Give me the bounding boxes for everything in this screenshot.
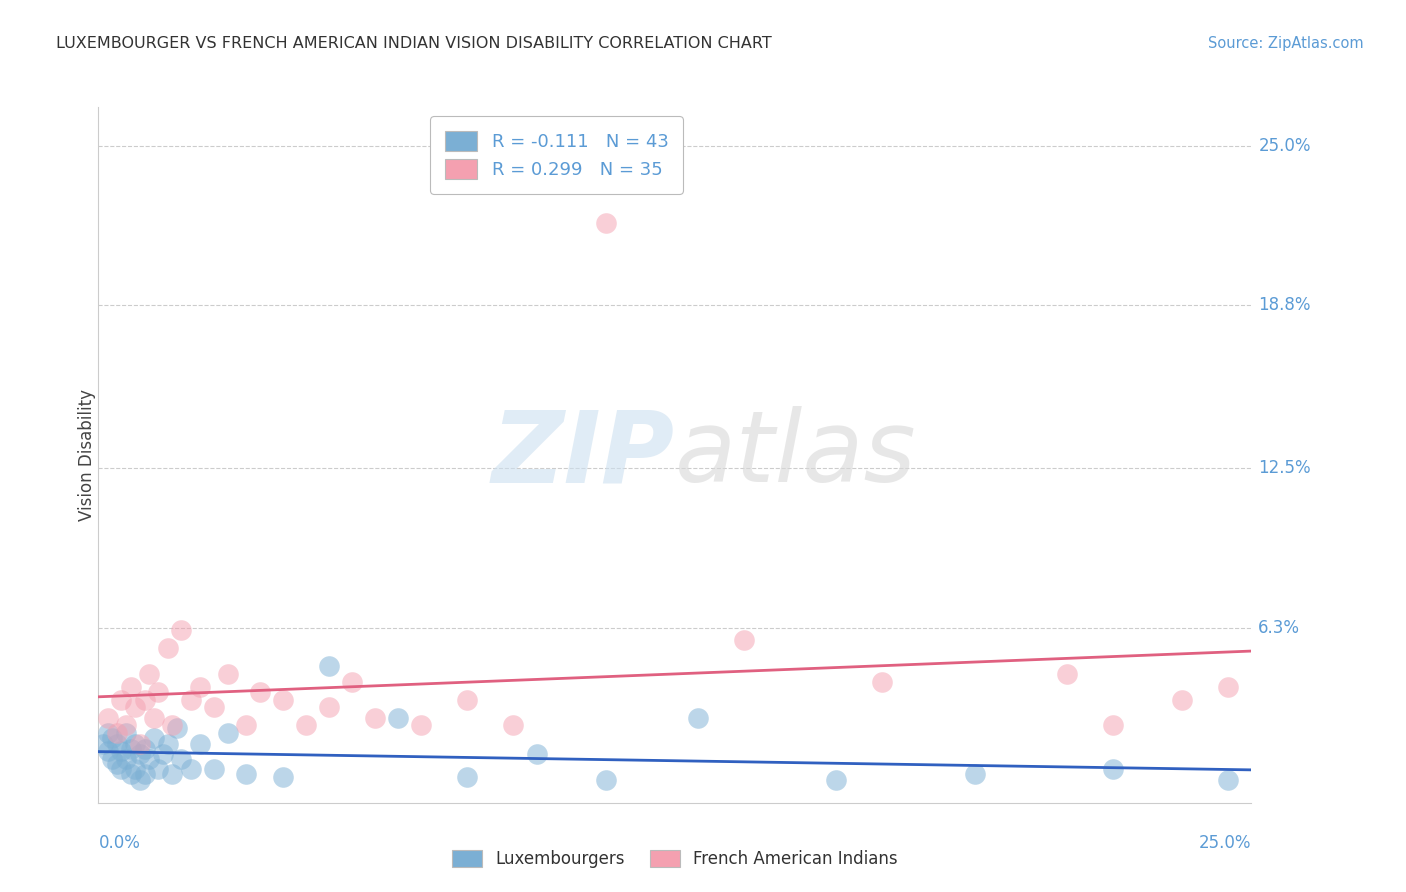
Point: [456, 770, 478, 784]
Point: [595, 772, 617, 787]
Point: [97, 711, 120, 725]
Point: [115, 718, 138, 732]
Point: [188, 680, 211, 694]
Point: [456, 692, 478, 706]
Point: [963, 767, 986, 781]
Point: [180, 692, 202, 706]
Point: [148, 762, 170, 776]
Point: [271, 770, 294, 784]
Text: 0.0%: 0.0%: [98, 834, 141, 852]
Point: [387, 711, 409, 725]
Point: [124, 762, 146, 776]
Point: [129, 747, 152, 761]
Point: [101, 752, 124, 766]
Point: [526, 747, 548, 761]
Point: [340, 674, 363, 689]
Point: [105, 757, 128, 772]
Point: [120, 741, 142, 756]
Point: [142, 711, 165, 725]
Point: [110, 744, 132, 758]
Point: [97, 744, 120, 758]
Point: [217, 667, 239, 681]
Point: [733, 633, 755, 648]
Point: [1171, 692, 1194, 706]
Point: [825, 772, 848, 787]
Point: [686, 711, 709, 725]
Point: [97, 726, 120, 740]
Point: [166, 721, 188, 735]
Point: [202, 762, 225, 776]
Point: [411, 718, 433, 732]
Legend: Luxembourgers, French American Indians: Luxembourgers, French American Indians: [446, 843, 904, 875]
Legend: R = -0.111   N = 43, R = 0.299   N = 35: R = -0.111 N = 43, R = 0.299 N = 35: [430, 116, 683, 194]
Point: [364, 711, 387, 725]
Point: [170, 752, 193, 766]
Text: 18.8%: 18.8%: [1258, 296, 1310, 315]
Point: [120, 767, 142, 781]
Point: [124, 737, 146, 751]
Point: [91, 737, 114, 751]
Point: [235, 767, 257, 781]
Point: [217, 726, 239, 740]
Point: [138, 667, 160, 681]
Text: atlas: atlas: [675, 407, 917, 503]
Point: [115, 726, 138, 740]
Point: [1218, 772, 1240, 787]
Point: [170, 623, 193, 637]
Point: [180, 762, 202, 776]
Point: [872, 674, 894, 689]
Point: [110, 762, 132, 776]
Point: [188, 737, 211, 751]
Point: [134, 741, 156, 756]
Point: [595, 216, 617, 230]
Point: [115, 752, 138, 766]
Point: [124, 700, 146, 714]
Point: [134, 767, 156, 781]
Point: [202, 700, 225, 714]
Point: [120, 680, 142, 694]
Point: [1218, 680, 1240, 694]
Point: [295, 718, 318, 732]
Point: [152, 747, 174, 761]
Text: 12.5%: 12.5%: [1258, 458, 1310, 477]
Point: [318, 700, 340, 714]
Point: [235, 718, 257, 732]
Point: [1102, 762, 1125, 776]
Y-axis label: Vision Disability: Vision Disability: [79, 389, 96, 521]
Point: [271, 692, 294, 706]
Point: [129, 772, 152, 787]
Point: [105, 737, 128, 751]
Point: [129, 737, 152, 751]
Point: [148, 685, 170, 699]
Point: [138, 752, 160, 766]
Text: Source: ZipAtlas.com: Source: ZipAtlas.com: [1208, 36, 1364, 51]
Text: 6.3%: 6.3%: [1258, 618, 1301, 637]
Point: [156, 737, 179, 751]
Text: 25.0%: 25.0%: [1199, 834, 1251, 852]
Point: [110, 692, 132, 706]
Point: [160, 718, 183, 732]
Point: [1056, 667, 1078, 681]
Point: [160, 767, 183, 781]
Text: LUXEMBOURGER VS FRENCH AMERICAN INDIAN VISION DISABILITY CORRELATION CHART: LUXEMBOURGER VS FRENCH AMERICAN INDIAN V…: [56, 36, 772, 51]
Point: [502, 718, 524, 732]
Point: [249, 685, 271, 699]
Text: ZIP: ZIP: [492, 407, 675, 503]
Point: [101, 731, 124, 746]
Point: [318, 659, 340, 673]
Text: 25.0%: 25.0%: [1258, 136, 1310, 154]
Point: [142, 731, 165, 746]
Point: [105, 726, 128, 740]
Point: [134, 692, 156, 706]
Point: [156, 641, 179, 656]
Point: [1102, 718, 1125, 732]
